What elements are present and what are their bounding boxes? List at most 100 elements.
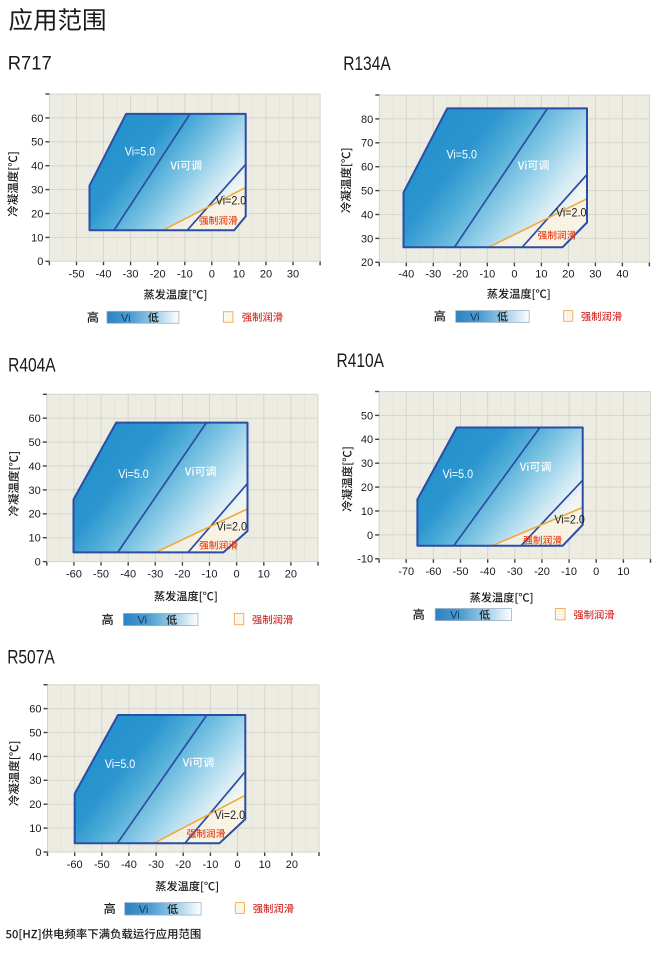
svg-text:-50: -50	[453, 566, 469, 578]
svg-text:20: 20	[285, 569, 297, 581]
svg-text:Vi=5.0: Vi=5.0	[125, 147, 156, 159]
svg-text:-40: -40	[480, 566, 496, 578]
svg-text:70: 70	[361, 138, 373, 150]
svg-text:0: 0	[593, 566, 599, 578]
svg-text:30: 30	[29, 485, 41, 497]
svg-text:20: 20	[286, 859, 298, 871]
svg-text:Vi=5.0: Vi=5.0	[443, 469, 474, 481]
svg-text:50: 50	[29, 727, 41, 739]
svg-text:40: 40	[29, 751, 41, 763]
svg-text:-20: -20	[452, 269, 468, 281]
svg-text:0: 0	[367, 530, 373, 542]
svg-text:30: 30	[361, 233, 373, 245]
svg-text:-10: -10	[202, 859, 218, 871]
svg-text:0: 0	[511, 269, 517, 281]
svg-text:Vi: Vi	[138, 615, 148, 627]
svg-text:40: 40	[361, 434, 373, 446]
svg-text:-30: -30	[507, 566, 523, 578]
svg-text:Vi: Vi	[450, 610, 460, 622]
svg-text:-20: -20	[174, 569, 190, 581]
svg-text:Vi=5.0: Vi=5.0	[105, 759, 136, 771]
svg-text:Vi=2.0: Vi=2.0	[556, 208, 587, 220]
svg-text:30: 30	[589, 269, 601, 281]
svg-text:60: 60	[29, 413, 41, 425]
svg-text:0: 0	[37, 256, 43, 268]
svg-text:10: 10	[617, 566, 629, 578]
svg-text:0: 0	[35, 557, 41, 569]
svg-text:-60: -60	[66, 569, 82, 581]
svg-text:-40: -40	[398, 269, 414, 281]
svg-text:20: 20	[361, 257, 373, 269]
svg-text:30: 30	[29, 775, 41, 787]
svg-text:-70: -70	[398, 566, 414, 578]
svg-text:Vi=5.0: Vi=5.0	[446, 150, 477, 162]
svg-text:20: 20	[361, 482, 373, 494]
svg-text:-40: -40	[121, 859, 137, 871]
svg-text:10: 10	[29, 533, 41, 545]
svg-text:40: 40	[361, 209, 373, 221]
svg-text:60: 60	[29, 704, 41, 716]
svg-text:R717: R717	[8, 53, 52, 75]
svg-text:10: 10	[31, 232, 43, 244]
svg-text:-30: -30	[425, 269, 441, 281]
svg-text:Vi: Vi	[139, 904, 149, 916]
svg-text:Vi=2.0: Vi=2.0	[216, 195, 247, 207]
svg-text:-50: -50	[69, 269, 85, 281]
svg-text:0: 0	[234, 569, 240, 581]
svg-text:50: 50	[29, 437, 41, 449]
svg-text:Vi=2.0: Vi=2.0	[216, 521, 247, 533]
svg-text:-60: -60	[67, 859, 83, 871]
svg-text:10: 10	[233, 269, 245, 281]
svg-text:10: 10	[361, 506, 373, 518]
svg-text:R404A: R404A	[8, 354, 56, 376]
svg-text:0: 0	[234, 859, 240, 871]
svg-text:-10: -10	[177, 269, 193, 281]
svg-text:-40: -40	[120, 569, 136, 581]
svg-text:10: 10	[29, 823, 41, 835]
svg-text:-10: -10	[357, 554, 373, 566]
svg-text:-10: -10	[479, 269, 495, 281]
svg-text:30: 30	[361, 458, 373, 470]
svg-text:20: 20	[260, 269, 272, 281]
svg-text:Vi: Vi	[470, 311, 480, 323]
svg-text:60: 60	[31, 113, 43, 125]
svg-text:30: 30	[31, 185, 43, 197]
svg-text:Vi=5.0: Vi=5.0	[118, 469, 149, 481]
svg-text:10: 10	[258, 569, 270, 581]
svg-text:80: 80	[361, 114, 373, 126]
svg-text:-30: -30	[123, 269, 139, 281]
svg-text:60: 60	[361, 162, 373, 174]
svg-text:40: 40	[29, 461, 41, 473]
svg-text:Vi: Vi	[121, 312, 131, 324]
svg-text:Vi=2.0: Vi=2.0	[215, 810, 246, 822]
svg-text:-60: -60	[425, 566, 441, 578]
svg-text:-50: -50	[94, 859, 110, 871]
svg-text:20: 20	[29, 509, 41, 521]
svg-text:40: 40	[31, 161, 43, 173]
svg-text:-30: -30	[148, 859, 164, 871]
svg-text:50: 50	[361, 410, 373, 422]
svg-text:30: 30	[287, 269, 299, 281]
svg-text:Vi=2.0: Vi=2.0	[554, 514, 585, 526]
svg-text:R134A: R134A	[343, 53, 391, 75]
svg-text:0: 0	[35, 847, 41, 859]
svg-text:-20: -20	[534, 566, 550, 578]
svg-text:-20: -20	[175, 859, 191, 871]
svg-text:10: 10	[535, 269, 547, 281]
svg-text:-10: -10	[202, 569, 218, 581]
svg-text:0: 0	[209, 269, 215, 281]
svg-text:20: 20	[562, 269, 574, 281]
svg-text:-20: -20	[150, 269, 166, 281]
svg-text:20: 20	[29, 799, 41, 811]
svg-text:20: 20	[31, 208, 43, 220]
svg-text:-50: -50	[93, 569, 109, 581]
svg-text:-30: -30	[147, 569, 163, 581]
svg-text:R507A: R507A	[7, 646, 55, 668]
svg-text:50: 50	[31, 137, 43, 149]
svg-text:50: 50	[361, 186, 373, 198]
svg-text:R410A: R410A	[337, 350, 385, 372]
svg-text:-10: -10	[561, 566, 577, 578]
svg-text:40: 40	[616, 269, 628, 281]
svg-text:-40: -40	[96, 269, 112, 281]
svg-text:10: 10	[259, 859, 271, 871]
